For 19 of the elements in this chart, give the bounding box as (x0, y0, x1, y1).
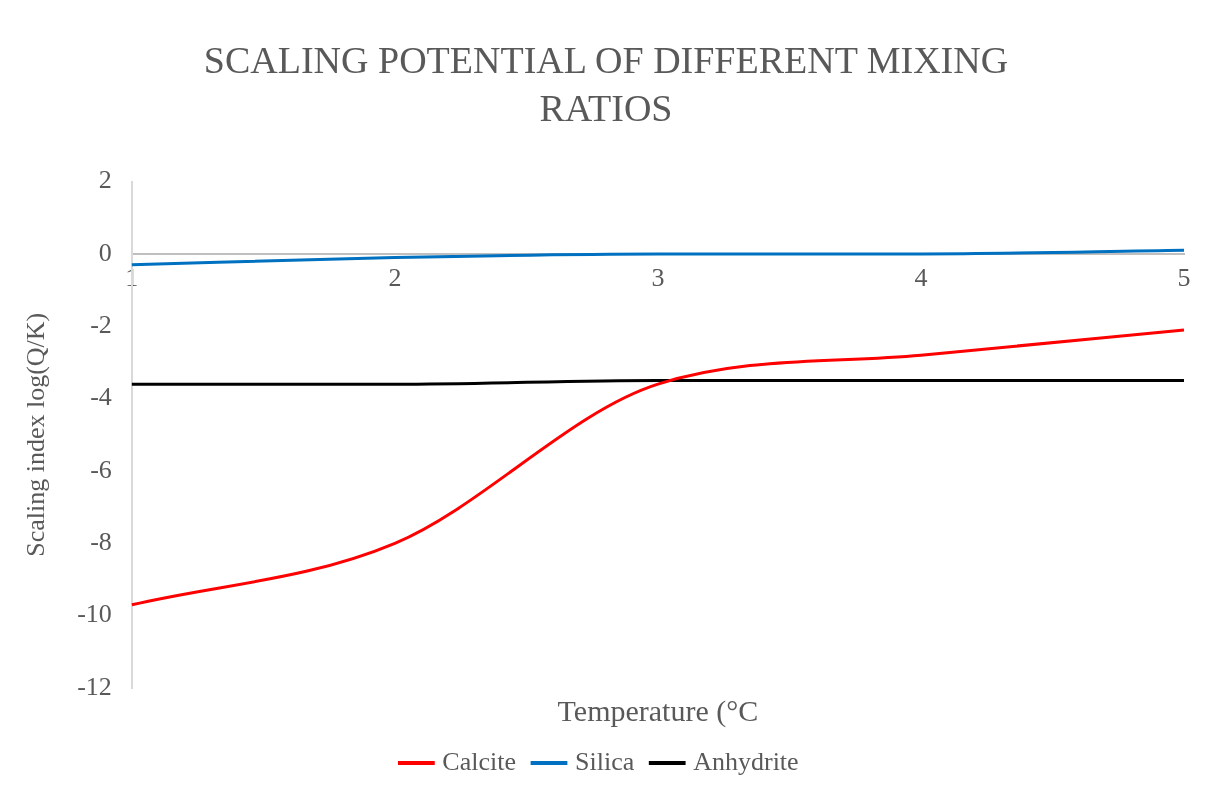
y-tick-label: -6 (90, 454, 112, 484)
chart-title: SCALING POTENTIAL OF DIFFERENT MIXING RATIOS (202, 38, 1010, 131)
x-tick-label: 2 (388, 263, 402, 293)
x-tick-label: 5 (1177, 263, 1191, 293)
y-tick-label: -10 (77, 599, 112, 629)
y-axis-title: Scaling index log(Q/K) (21, 312, 51, 557)
y-tick-label: -12 (77, 671, 112, 701)
y-tick-label: -4 (90, 382, 112, 412)
legend-label: Anhydrite (693, 746, 799, 776)
x-tick-label: 3 (651, 263, 665, 293)
y-tick-label: 2 (98, 165, 112, 195)
x-tick-label: 4 (914, 263, 928, 293)
y-tick-label: -8 (90, 527, 112, 557)
y-tick-label: 0 (98, 237, 112, 267)
legend-label: Calcite (442, 746, 517, 776)
y-tick-label: -2 (90, 310, 112, 340)
x-axis-title: Temperature (°C (557, 693, 759, 728)
line-series (130, 328, 1186, 607)
legend-label: Silica (575, 746, 635, 776)
